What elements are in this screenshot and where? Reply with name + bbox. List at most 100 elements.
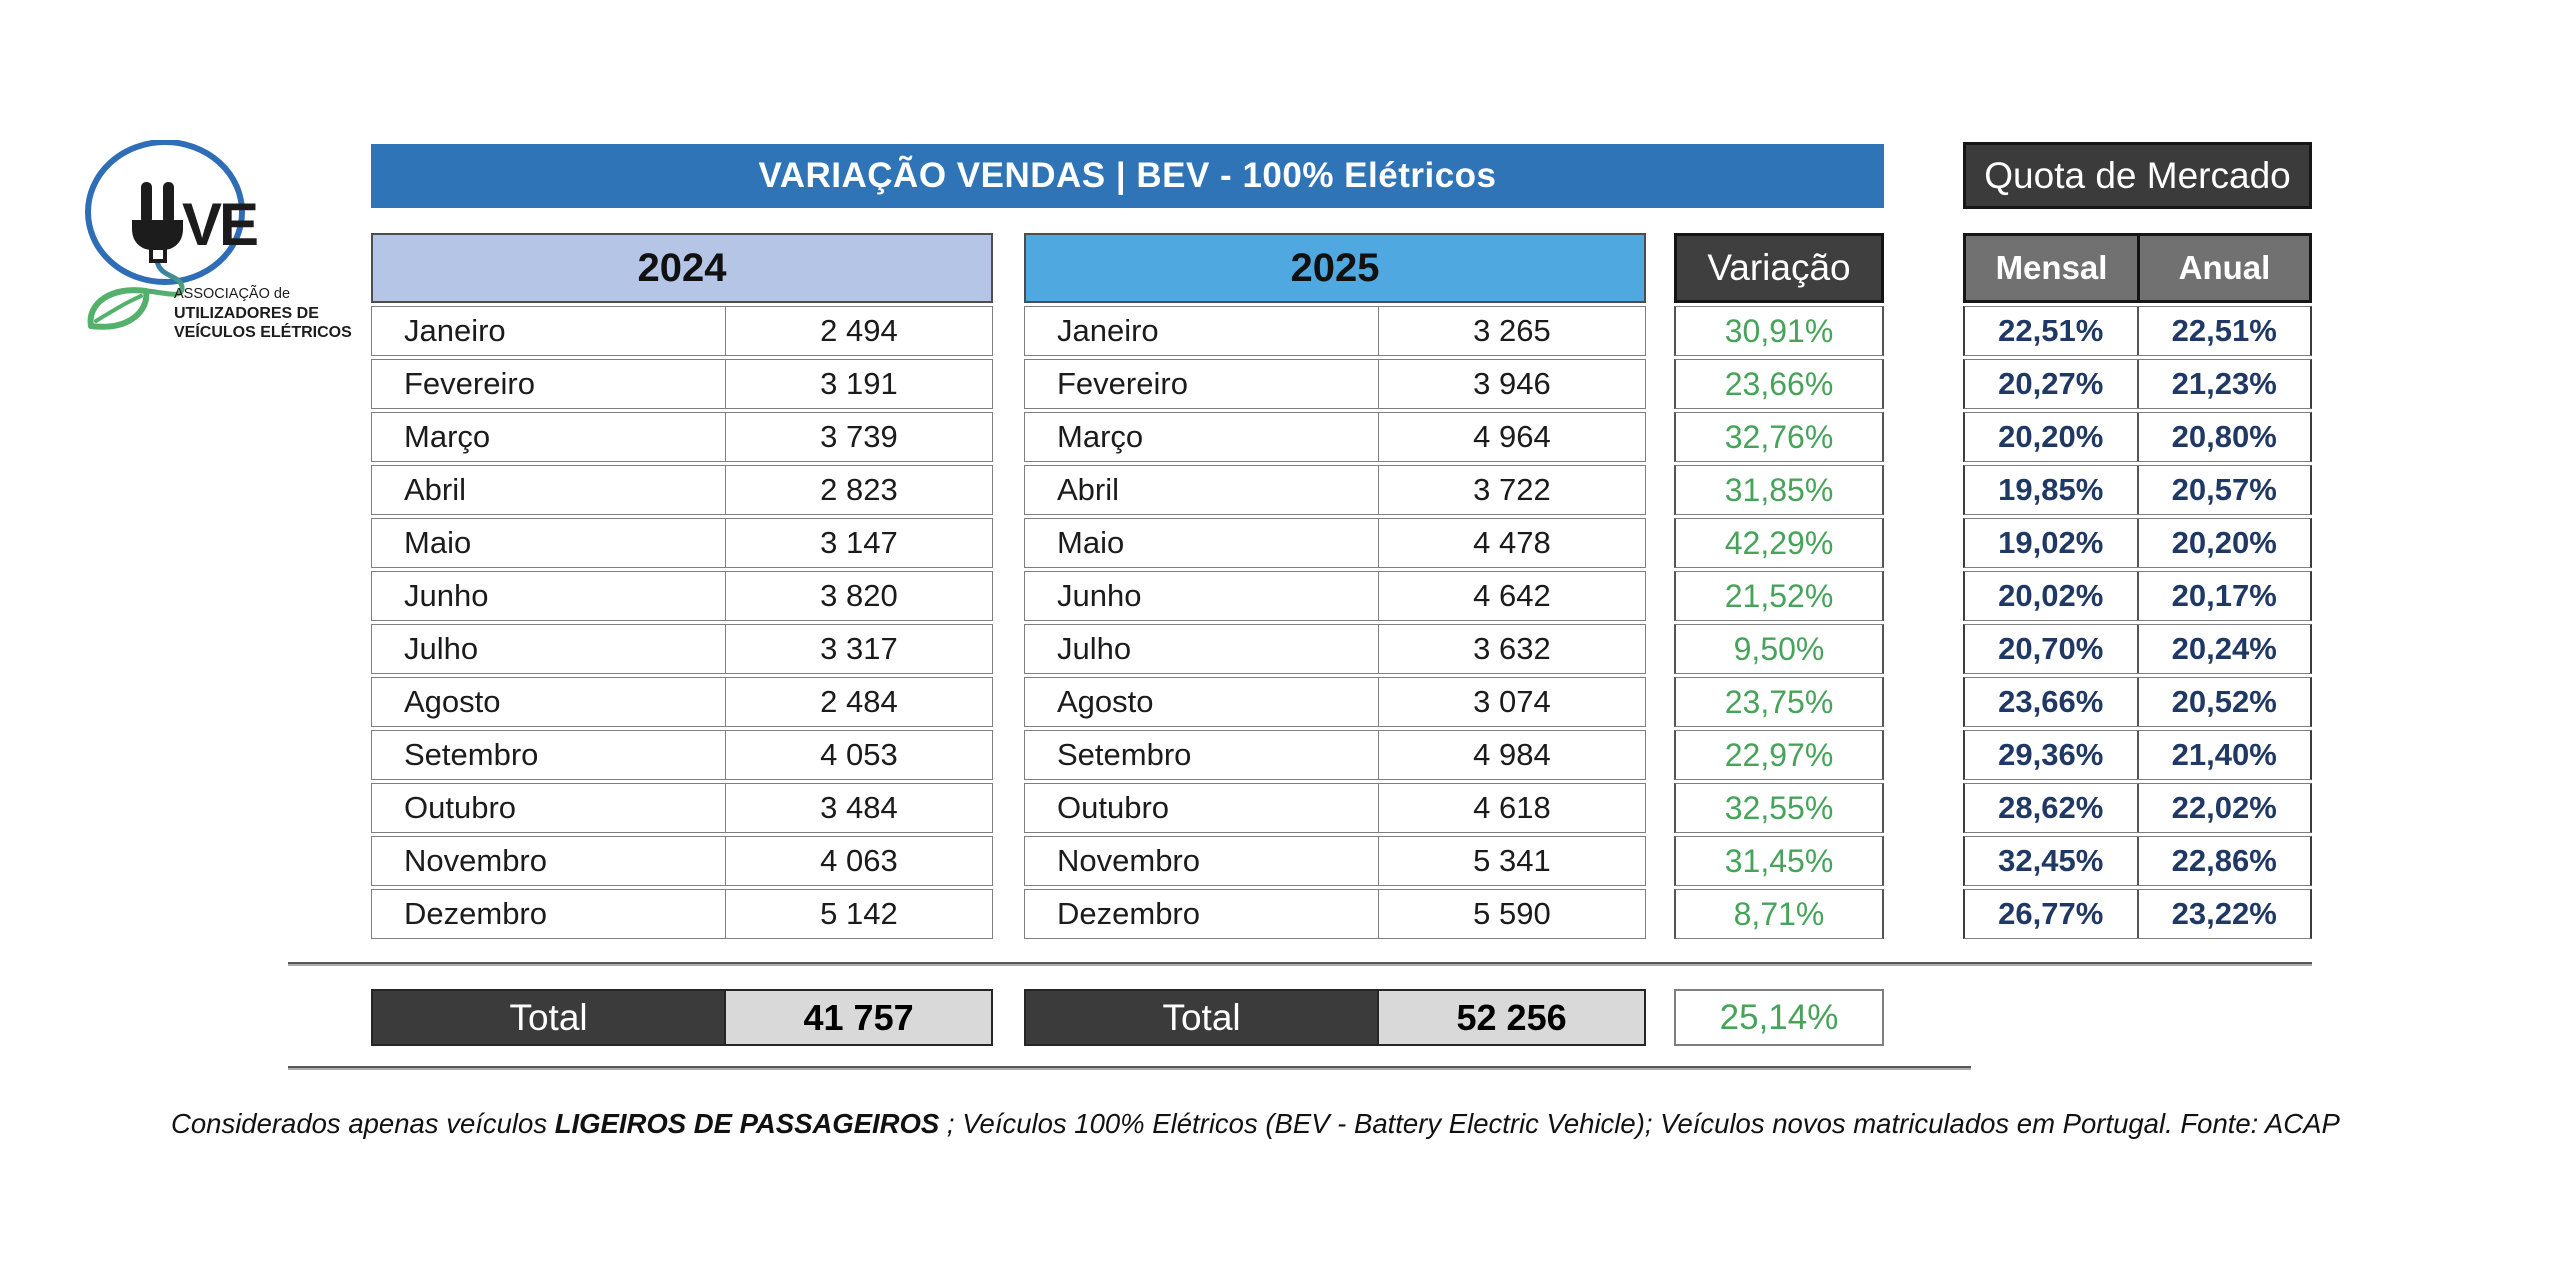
variation-cell: 32,55%	[1674, 783, 1884, 833]
table-row: Setembro 4 053	[371, 730, 993, 780]
month-cell: Julho	[1057, 631, 1132, 666]
quota-anual-cell: 20,17%	[2136, 572, 2311, 620]
quota-anual-cell: 22,02%	[2136, 784, 2311, 832]
variation-cell: 23,66%	[1674, 359, 1884, 409]
quota-mensal-cell: 19,85%	[1998, 472, 2104, 507]
sales-2025-cell: 5 341	[1377, 837, 1645, 885]
sales-2024-cell: 3 317	[724, 625, 992, 673]
table-row: 20,20% 20,80%	[1963, 412, 2312, 462]
month-cell: Outubro	[404, 790, 517, 825]
quota-mensal-cell: 26,77%	[1998, 896, 2104, 931]
month-cell: Agosto	[1057, 684, 1154, 719]
logo-circle	[85, 140, 245, 285]
rows-2025: Janeiro 3 265 Fevereiro 3 946 Março 4 964 Abri…	[1024, 306, 1646, 939]
quota-mensal-cell: 19,02%	[1998, 525, 2104, 560]
table-row: Fevereiro 3 946	[1024, 359, 1646, 409]
table-row: Junho 3 820	[371, 571, 993, 621]
table-row: Maio 4 478	[1024, 518, 1646, 568]
sales-2024-cell: 3 484	[724, 784, 992, 832]
quota-mensal-cell: 32,45%	[1998, 843, 2104, 878]
logo-line2: UTILIZADORES DE	[174, 305, 319, 322]
table-row: 26,77% 23,22%	[1963, 889, 2312, 939]
table-row: Julho 3 317	[371, 624, 993, 674]
sales-2024-cell: 2 823	[724, 466, 992, 514]
sales-2024-cell: 5 142	[724, 890, 992, 938]
sales-2024-cell: 3 147	[724, 519, 992, 567]
sales-2025-cell: 4 478	[1377, 519, 1645, 567]
table-row: Maio 3 147	[371, 518, 993, 568]
quota-mensal-cell: 20,02%	[1998, 578, 2104, 613]
table-row: Agosto 2 484	[371, 677, 993, 727]
table-row: Julho 3 632	[1024, 624, 1646, 674]
footnote-suffix: ; Veículos 100% Elétricos (BEV - Battery…	[939, 1108, 2340, 1139]
quota-anual-cell: 22,51%	[2136, 307, 2311, 355]
table-row: Novembro 4 063	[371, 836, 993, 886]
table-row: Outubro 4 618	[1024, 783, 1646, 833]
quota-mensal-cell: 29,36%	[1998, 737, 2104, 772]
total-label: Total	[373, 991, 725, 1044]
total-label: Total	[1026, 991, 1378, 1044]
quota-headers: Mensal Anual	[1963, 233, 2312, 303]
sales-2024-cell: 2 484	[724, 678, 992, 726]
sales-2025-cell: 4 964	[1377, 413, 1645, 461]
logo-acronym: VE	[182, 191, 257, 258]
sales-2025-cell: 4 984	[1377, 731, 1645, 779]
variation-cell: 32,76%	[1674, 412, 1884, 462]
header-anual: Anual	[2139, 233, 2312, 303]
table-row: 19,85% 20,57%	[1963, 465, 2312, 515]
month-cell: Junho	[404, 578, 489, 613]
month-cell: Novembro	[404, 843, 547, 878]
table-row: Março 4 964	[1024, 412, 1646, 462]
table-row: Dezembro 5 590	[1024, 889, 1646, 939]
sales-2024-cell: 3 820	[724, 572, 992, 620]
footnote-bold: LIGEIROS DE PASSAGEIROS	[554, 1108, 940, 1139]
month-cell: Setembro	[1057, 737, 1192, 772]
month-cell: Fevereiro	[404, 366, 535, 401]
month-cell: Fevereiro	[1057, 366, 1188, 401]
sales-2025-cell: 4 618	[1377, 784, 1645, 832]
quota-mensal-cell: 22,51%	[1998, 313, 2104, 348]
table-row: 29,36% 21,40%	[1963, 730, 2312, 780]
divider-top	[288, 962, 2312, 966]
month-cell: Junho	[1057, 578, 1142, 613]
logo-line1: ASSOCIAÇÃO de	[174, 285, 290, 302]
quota-anual-cell: 21,23%	[2136, 360, 2311, 408]
sales-2025-cell: 3 074	[1377, 678, 1645, 726]
quota-anual-cell: 20,52%	[2136, 678, 2311, 726]
table-row: 22,51% 22,51%	[1963, 306, 2312, 356]
table-row: Outubro 3 484	[371, 783, 993, 833]
month-cell: Dezembro	[404, 896, 547, 931]
total-2025: Total 52 256	[1024, 989, 1646, 1046]
plug-icon	[132, 182, 183, 263]
variation-cell: 22,97%	[1674, 730, 1884, 780]
rows-variacao: 30,91% 23,66% 32,76% 31,85% 42,29% 21,52% 9,50…	[1674, 306, 1884, 939]
title-banner: VARIAÇÃO VENDAS | BEV - 100% Elétricos	[371, 144, 1884, 208]
table-row: 28,62% 22,02%	[1963, 783, 2312, 833]
table-row: Abril 2 823	[371, 465, 993, 515]
table-row: 23,66% 20,52%	[1963, 677, 2312, 727]
rows-quota: 22,51% 22,51% 20,27% 21,23% 20,20% 20,80% 19,8…	[1963, 306, 2312, 939]
sales-2025-cell: 3 632	[1377, 625, 1645, 673]
plug-cord	[144, 257, 185, 297]
header-mensal: Mensal	[1963, 233, 2139, 303]
month-cell: Maio	[404, 525, 472, 560]
month-cell: Setembro	[404, 737, 539, 772]
sales-2024-cell: 3 191	[724, 360, 992, 408]
quota-anual-cell: 22,86%	[2136, 837, 2311, 885]
month-cell: Abril	[1057, 472, 1120, 507]
variation-cell: 21,52%	[1674, 571, 1884, 621]
table-row: Agosto 3 074	[1024, 677, 1646, 727]
quota-mensal-cell: 20,27%	[1998, 366, 2104, 401]
table-2025: 2025 Janeiro 3 265 Fevereiro 3 946 Março 4 96…	[1024, 233, 1646, 939]
footnote: Considerados apenas veículos LIGEIROS DE…	[171, 1108, 2391, 1140]
month-cell: Outubro	[1057, 790, 1170, 825]
total-2024-value: 41 757	[724, 991, 991, 1044]
variation-cell: 8,71%	[1674, 889, 1884, 939]
logo-line3: VEÍCULOS ELÉTRICOS	[174, 322, 352, 341]
page-title: VARIAÇÃO VENDAS | BEV - 100% Elétricos	[758, 156, 1497, 195]
table-row: 20,27% 21,23%	[1963, 359, 2312, 409]
month-cell: Agosto	[404, 684, 501, 719]
table-row: 20,70% 20,24%	[1963, 624, 2312, 674]
variation-cell: 42,29%	[1674, 518, 1884, 568]
header-2025: 2025	[1024, 233, 1646, 303]
